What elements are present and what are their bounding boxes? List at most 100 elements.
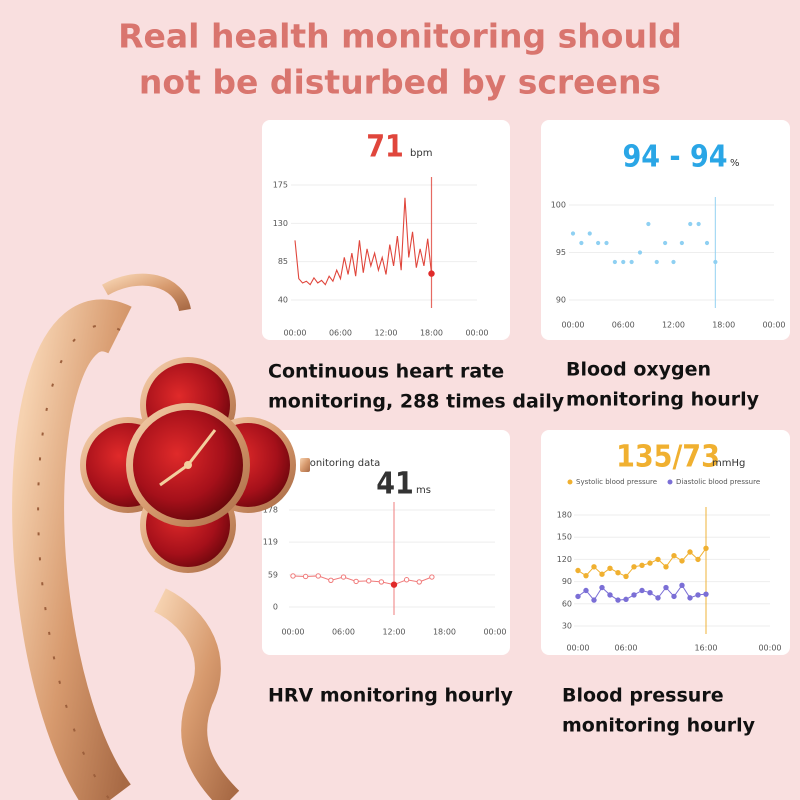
data-point bbox=[663, 564, 669, 570]
data-point bbox=[623, 596, 629, 603]
data-point bbox=[629, 259, 634, 265]
data-point bbox=[687, 595, 693, 601]
headline: 135/73 bbox=[616, 440, 720, 475]
x-tick-label: 00:00 bbox=[283, 329, 306, 338]
y-tick-label: 95 bbox=[556, 248, 566, 257]
data-point bbox=[353, 578, 359, 585]
data-point bbox=[328, 577, 334, 583]
data-point bbox=[671, 553, 677, 559]
hand bbox=[159, 463, 189, 487]
y-tick-label: 175 bbox=[273, 181, 288, 190]
band-arc bbox=[102, 273, 191, 312]
y-tick-label: 180 bbox=[557, 511, 572, 520]
hub bbox=[184, 461, 192, 469]
data-point bbox=[591, 564, 597, 570]
data-point bbox=[663, 240, 668, 246]
y-tick-label: 90 bbox=[562, 577, 572, 586]
legend-label: Systolic blood pressure bbox=[576, 478, 657, 486]
data-point bbox=[671, 259, 676, 265]
data-point bbox=[671, 593, 677, 600]
data-point bbox=[703, 545, 709, 551]
data-point bbox=[429, 574, 435, 580]
headline: 71 bbox=[366, 130, 404, 165]
data-point bbox=[639, 587, 645, 594]
title-line: not be disturbed by screens bbox=[139, 63, 661, 102]
headline: 41 bbox=[376, 467, 414, 502]
data-point bbox=[703, 591, 709, 597]
band bbox=[153, 588, 240, 800]
data-point bbox=[615, 570, 621, 576]
data-point bbox=[631, 564, 637, 570]
y-tick-label: 85 bbox=[278, 257, 288, 266]
y-tick-label: 119 bbox=[263, 538, 278, 547]
y-tick-label: 0 bbox=[273, 603, 278, 612]
x-tick-label: 00:00 bbox=[483, 628, 506, 637]
y-tick-label: 60 bbox=[562, 599, 572, 608]
data-point bbox=[655, 556, 661, 563]
data-point bbox=[302, 573, 309, 580]
x-tick-label: 06:00 bbox=[332, 628, 355, 637]
data-point bbox=[687, 549, 693, 555]
unit: mmHg bbox=[712, 458, 745, 469]
highlight-point bbox=[390, 581, 398, 588]
highlight-point bbox=[428, 270, 435, 277]
y-tick-label: 40 bbox=[278, 296, 288, 305]
unit: bpm bbox=[410, 148, 432, 159]
x-tick-label: 06:00 bbox=[329, 329, 352, 338]
legend-label: Diastolic blood pressure bbox=[676, 478, 760, 486]
y-tick-label: 30 bbox=[562, 622, 572, 631]
data-point bbox=[695, 556, 701, 563]
x-tick-label: 12:00 bbox=[662, 321, 685, 330]
y-tick-label: 59 bbox=[268, 570, 278, 579]
data-point bbox=[713, 259, 718, 265]
data-point bbox=[591, 597, 597, 603]
x-tick-label: 18:00 bbox=[420, 329, 443, 338]
caption: HRV monitoring hourly bbox=[268, 685, 513, 707]
x-tick-label: 12:00 bbox=[382, 628, 405, 637]
card bbox=[541, 430, 790, 655]
data-point bbox=[416, 579, 422, 585]
x-tick-label: 18:00 bbox=[433, 628, 456, 637]
band bbox=[12, 299, 132, 800]
y-tick-label: 100 bbox=[551, 201, 566, 210]
caption: monitoring hourly bbox=[562, 715, 756, 737]
data-point bbox=[596, 240, 601, 246]
charts: 71 bpm 40 85 130 175 00:00 06:00 12:00 18:00 00:00… bbox=[263, 130, 786, 653]
x-tick-label: 06:00 bbox=[614, 644, 637, 653]
card bbox=[262, 120, 510, 340]
data-point bbox=[623, 573, 629, 580]
x-tick-label: 00:00 bbox=[566, 644, 589, 653]
data-point bbox=[583, 572, 589, 579]
legend-swatch bbox=[567, 479, 573, 485]
x-tick-label: 16:00 bbox=[694, 644, 717, 653]
data-point bbox=[575, 593, 581, 600]
title-line: Real health monitoring should bbox=[118, 17, 682, 56]
data-point bbox=[583, 587, 589, 594]
data-point bbox=[378, 579, 385, 585]
y-tick-label: 120 bbox=[557, 555, 572, 564]
data-point bbox=[655, 595, 661, 601]
chart-title: monitoring data bbox=[300, 458, 380, 469]
data-point bbox=[403, 577, 410, 583]
data-point bbox=[340, 574, 347, 580]
data-point bbox=[570, 231, 576, 236]
headline: 94 - 94 bbox=[622, 140, 727, 175]
data-point bbox=[621, 259, 626, 265]
x-tick-label: 00:00 bbox=[762, 321, 785, 330]
x-tick-label: 00:00 bbox=[281, 628, 304, 637]
x-tick-label: 06:00 bbox=[612, 321, 635, 330]
data-point bbox=[575, 567, 581, 574]
data-point bbox=[631, 592, 637, 598]
caption: monitoring, 288 times daily bbox=[268, 391, 565, 413]
data-point bbox=[696, 221, 701, 227]
series-line bbox=[294, 197, 433, 286]
caption: Blood oxygen bbox=[566, 359, 711, 381]
unit: % bbox=[730, 158, 740, 169]
data-point bbox=[647, 560, 653, 566]
data-point bbox=[639, 562, 645, 569]
data-point bbox=[646, 221, 651, 227]
caption: Blood pressure bbox=[562, 685, 724, 707]
y-tick-label: 150 bbox=[557, 533, 572, 542]
unit: ms bbox=[416, 485, 431, 496]
data-point bbox=[679, 240, 684, 246]
